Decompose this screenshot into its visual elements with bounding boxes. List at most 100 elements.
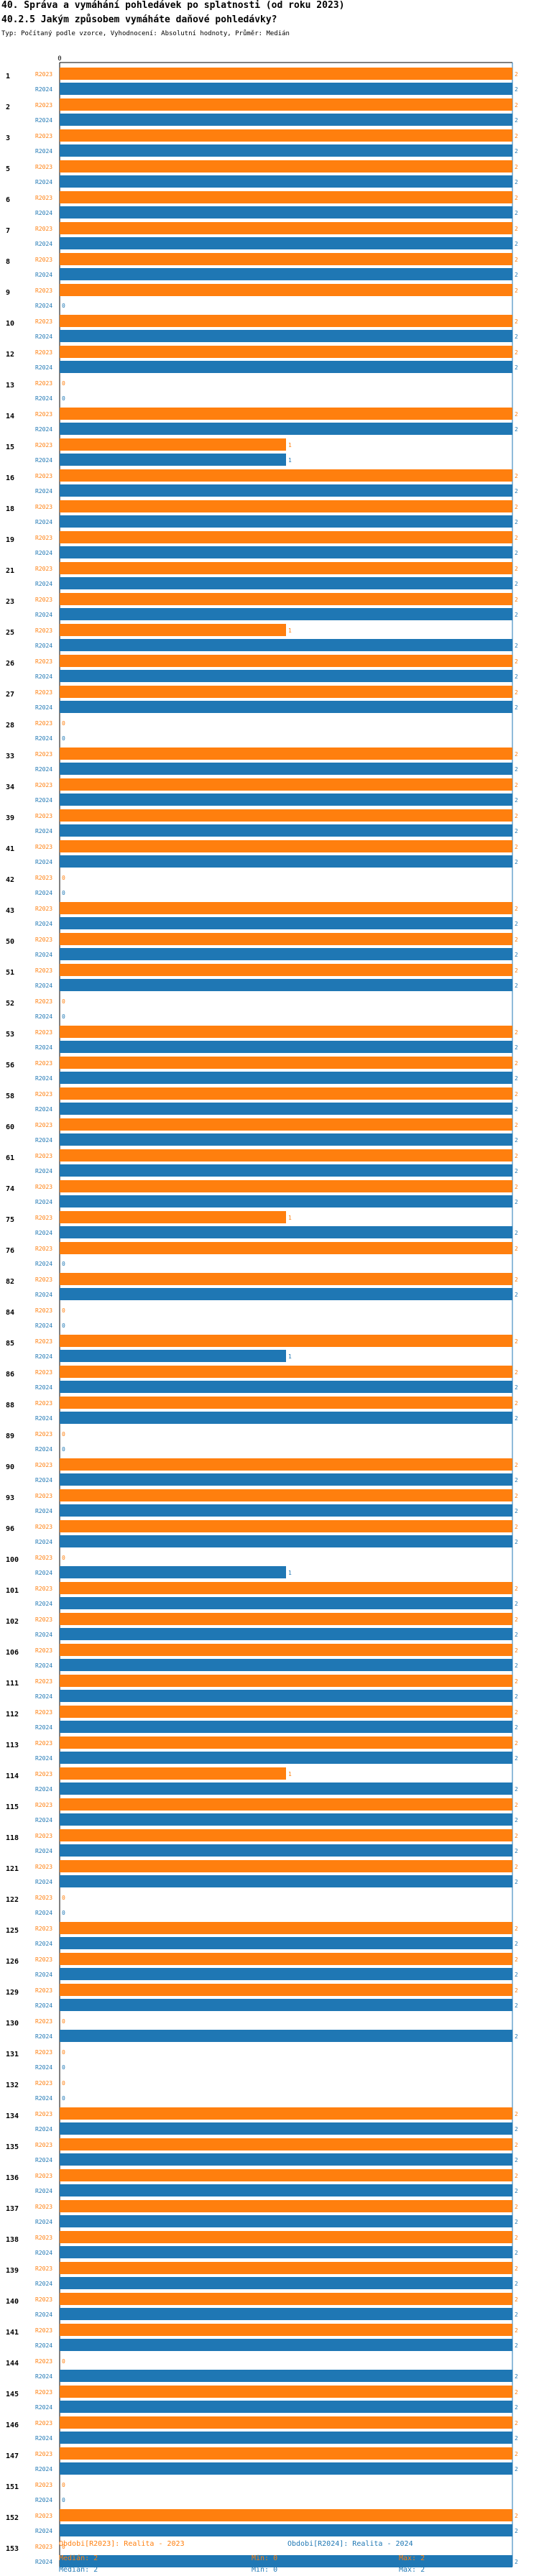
category-label: 50 — [6, 938, 14, 946]
data-label-r2024: 2 — [515, 2342, 518, 2349]
bar-r2024 — [60, 2277, 512, 2289]
series-label-r2023: R2023 — [35, 1833, 52, 1839]
chart-subtitle: Typ: Počítaný podle vzorce, Vyhodnocení:… — [1, 30, 290, 37]
data-label-r2024: 2 — [515, 859, 518, 865]
data-label-r2024: 0 — [62, 890, 65, 896]
data-label-r2023: 2 — [515, 1493, 518, 1499]
bar-r2024 — [60, 1041, 512, 1053]
data-label-r2024: 2 — [515, 550, 518, 556]
data-label-r2023: 0 — [62, 2080, 65, 2087]
bar-r2023 — [60, 438, 286, 451]
series-label-r2024: R2024 — [35, 2157, 52, 2163]
series-label-r2024: R2024 — [35, 1910, 52, 1916]
data-label-r2024: 2 — [515, 1662, 518, 1669]
bar-r2024 — [60, 237, 512, 249]
series-label-r2024: R2024 — [35, 2219, 52, 2225]
data-label-r2023: 2 — [515, 1864, 518, 1870]
series-label-r2023: R2023 — [35, 2266, 52, 2272]
bar-r2023 — [60, 160, 512, 172]
series-label-r2024: R2024 — [35, 148, 52, 155]
data-label-r2023: 2 — [515, 782, 518, 788]
series-label-r2023: R2023 — [35, 1091, 52, 1098]
data-label-r2023: 2 — [515, 102, 518, 109]
bar-r2023 — [60, 624, 286, 636]
category-label: 58 — [6, 1092, 14, 1100]
data-label-r2024: 0 — [62, 1261, 65, 1267]
category-label: 27 — [6, 691, 14, 699]
data-label-r2023: 2 — [515, 1740, 518, 1747]
data-label-r2024: 2 — [515, 2219, 518, 2225]
bar-r2024 — [60, 2432, 512, 2444]
series-label-r2024: R2024 — [35, 2250, 52, 2256]
bar-r2024 — [60, 2122, 512, 2135]
series-label-r2023: R2023 — [35, 1987, 52, 1994]
data-label-r2024: 2 — [515, 1817, 518, 1823]
bar-r2024 — [60, 546, 512, 558]
bar-r2024 — [60, 423, 512, 435]
category-label: 39 — [6, 814, 14, 822]
data-label-r2023: 2 — [515, 1400, 518, 1407]
category-label: 147 — [6, 2452, 19, 2460]
data-label-r2023: 2 — [515, 844, 518, 850]
bar-r2023 — [60, 902, 512, 914]
legend-r2023-label: Obdobi[R2023]: Realita - 2023 — [59, 2540, 185, 2548]
category-label: 34 — [6, 783, 14, 791]
series-label-r2024: R2024 — [35, 1230, 52, 1236]
data-label-r2023: 2 — [515, 1060, 518, 1067]
bar-r2023 — [60, 1675, 512, 1687]
bar-r2023 — [60, 1767, 286, 1780]
series-label-r2024: R2024 — [35, 2312, 52, 2318]
bar-r2023 — [60, 315, 512, 327]
data-label-r2023: 2 — [515, 1833, 518, 1839]
category-label: 75 — [6, 1216, 14, 1224]
bar-r2024 — [60, 1072, 512, 1084]
series-label-r2023: R2023 — [35, 2327, 52, 2334]
series-label-r2024: R2024 — [35, 1075, 52, 1082]
category-label: 125 — [6, 1927, 19, 1935]
bar-r2023 — [60, 129, 512, 142]
x-tick-label: 0 — [57, 55, 61, 63]
series-label-r2023: R2023 — [35, 875, 52, 881]
data-label-r2024: 0 — [62, 1013, 65, 1020]
chart-question: 40.2.5 Jakým způsobem vymáháte daňové po… — [1, 14, 277, 25]
data-label-r2023: 2 — [515, 1586, 518, 1592]
series-label-r2023: R2023 — [35, 1740, 52, 1747]
bar-r2024 — [60, 2462, 512, 2475]
data-label-r2024: 2 — [515, 2466, 518, 2472]
bar-r2023 — [60, 1582, 512, 1594]
series-label-r2023: R2023 — [35, 380, 52, 387]
bar-r2024 — [60, 1473, 512, 1486]
bar-r2023 — [60, 1489, 512, 1501]
bar-r2023 — [60, 222, 512, 234]
data-label-r2024: 2 — [515, 1786, 518, 1793]
data-label-r2023: 2 — [515, 164, 518, 170]
category-label: 56 — [6, 1062, 14, 1070]
series-label-r2023: R2023 — [35, 906, 52, 912]
series-label-r2023: R2023 — [35, 937, 52, 943]
bar-r2023 — [60, 284, 512, 296]
bar-r2024 — [60, 1752, 512, 1764]
series-label-r2023: R2023 — [35, 2482, 52, 2488]
category-label: 88 — [6, 1402, 14, 1409]
category-label: 100 — [6, 1556, 19, 1564]
category-label: 122 — [6, 1896, 19, 1904]
bar-r2024 — [60, 1844, 512, 1857]
data-label-r2024: 0 — [62, 2095, 65, 2102]
bar-r2024 — [60, 2030, 512, 2042]
series-label-r2023: R2023 — [35, 627, 52, 634]
data-label-r2024: 2 — [515, 1508, 518, 1514]
series-label-r2023: R2023 — [35, 1060, 52, 1067]
bar-r2023 — [60, 1242, 512, 1254]
category-label: 96 — [6, 1525, 14, 1533]
series-label-r2024: R2024 — [35, 2064, 52, 2071]
bar-r2023 — [60, 346, 512, 358]
bar-r2024 — [60, 2524, 512, 2536]
data-label-r2023: 2 — [515, 1678, 518, 1685]
category-label: 121 — [6, 1865, 19, 1873]
series-label-r2023: R2023 — [35, 1462, 52, 1468]
data-label-r2023: 2 — [515, 1956, 518, 1963]
data-label-r2023: 2 — [515, 473, 518, 479]
category-label: 76 — [6, 1247, 14, 1255]
bar-r2024 — [60, 454, 286, 466]
category-label: 12 — [6, 351, 14, 359]
